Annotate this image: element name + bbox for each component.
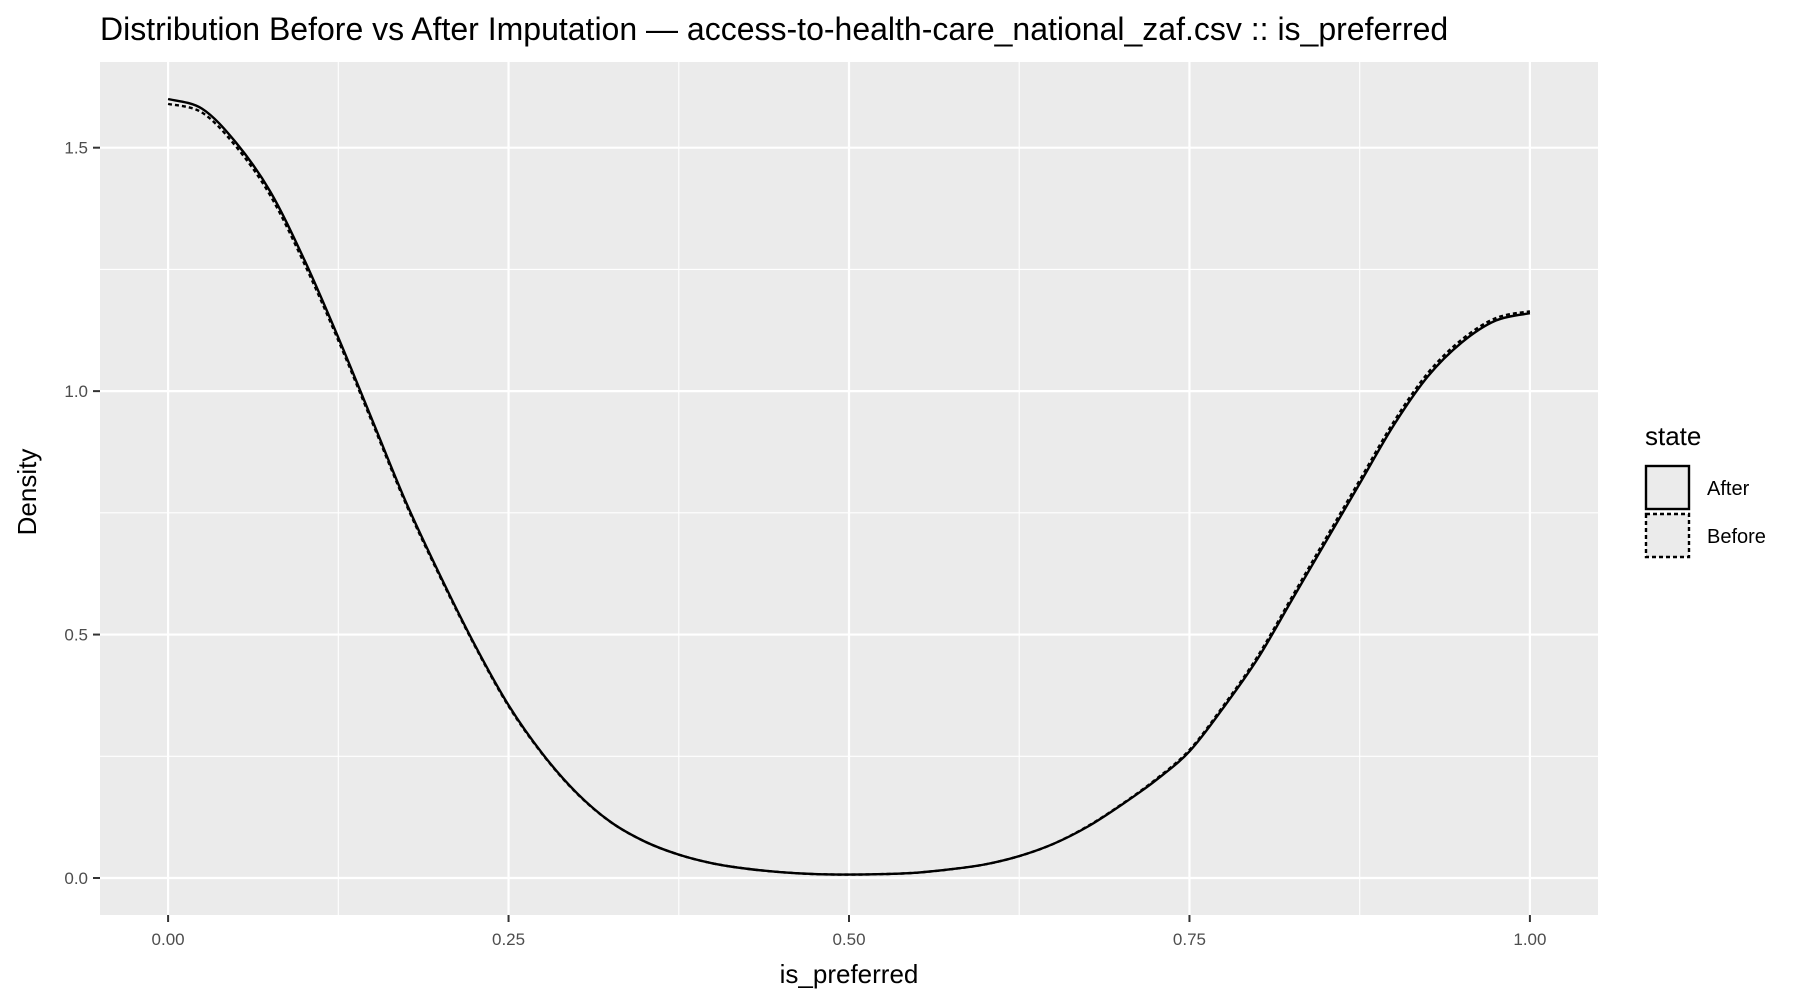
- x-axis-title: is_preferred: [780, 959, 919, 989]
- y-tick-label: 1.5: [64, 139, 88, 158]
- y-tick-label: 0.0: [64, 869, 88, 888]
- legend-label-after: After: [1707, 478, 1750, 500]
- chart-title: Distribution Before vs After Imputation …: [100, 11, 1448, 47]
- x-tick-label: 1.00: [1513, 930, 1546, 949]
- legend-title: state: [1645, 421, 1701, 451]
- legend-key-before: [1644, 512, 1691, 559]
- density-line-before: [167, 102, 1531, 876]
- x-axis: 0.00 0.25 0.50 0.75 1.00: [152, 915, 1546, 949]
- major-gridlines: [100, 62, 1598, 915]
- y-axis: 0.0 0.5 1.0 1.5: [64, 139, 100, 888]
- y-axis-title: Density: [12, 449, 42, 536]
- x-tick-label: 0.25: [492, 930, 525, 949]
- density-lines: [167, 97, 1531, 876]
- x-tick-label: 0.50: [832, 930, 865, 949]
- legend-label-before: Before: [1707, 526, 1766, 548]
- legend-key-after: [1644, 464, 1691, 511]
- y-tick-label: 1.0: [64, 382, 88, 401]
- x-tick-label: 0.00: [152, 930, 185, 949]
- legend: state After Before: [1644, 421, 1766, 559]
- y-tick-label: 0.5: [64, 626, 88, 645]
- x-tick-label: 0.75: [1173, 930, 1206, 949]
